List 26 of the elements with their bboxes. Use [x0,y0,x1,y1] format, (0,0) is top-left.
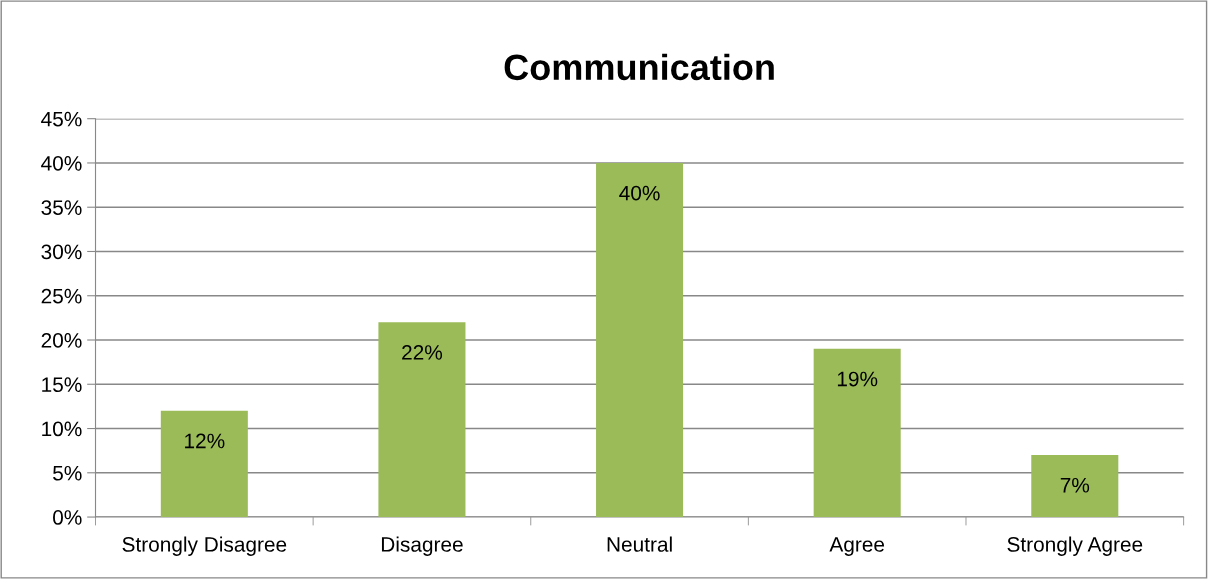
x-tick-label: Agree [829,537,885,556]
y-tick-label: 20% [41,333,82,348]
y-tick-label: 40% [41,155,82,171]
x-tick-label: Disagree [381,536,463,556]
y-tick-label: 30% [41,244,82,260]
data-label: 7% [1060,477,1090,493]
x-tick-label: Strongly Disagree [122,536,287,556]
x-tick-label: Strongly Agree [1007,536,1143,556]
y-tick-label: 10% [42,421,82,437]
chart-title: Communication [504,53,774,81]
bar [596,162,684,518]
data-label: 19% [837,371,878,387]
y-tick-label: 0% [53,510,82,525]
x-tick-label: Neutral [607,536,672,552]
bar [1031,455,1119,518]
data-label: 40% [619,185,660,201]
y-tick-label: 15% [42,377,82,393]
data-label: 12% [185,433,225,449]
y-tick-label: 25% [41,288,82,304]
bar [378,322,466,518]
data-label: 22% [402,345,443,360]
y-tick-label: 45% [41,111,82,127]
bar [160,410,248,518]
y-tick-label: 5% [53,465,82,481]
bar [813,348,901,518]
y-tick-label: 35% [41,200,82,215]
